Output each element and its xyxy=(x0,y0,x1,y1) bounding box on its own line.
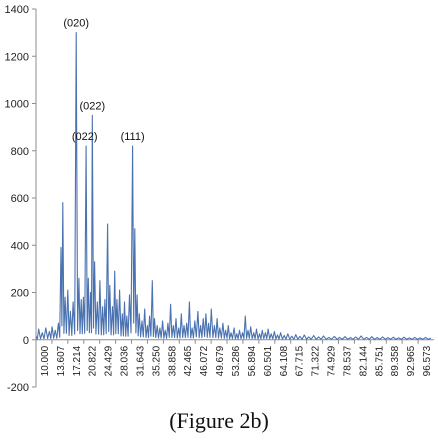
x-tick-label: 42.465 xyxy=(183,345,194,376)
x-tick-label: 85.751 xyxy=(374,345,385,376)
x-tick-label: 49.679 xyxy=(215,345,226,376)
y-tick-label: 600 xyxy=(11,193,29,205)
x-tick-label: 17.214 xyxy=(72,345,83,376)
x-tick-label: 64.108 xyxy=(279,345,290,376)
x-tick-label: 96.573 xyxy=(422,345,433,376)
y-tick-label: 1400 xyxy=(5,4,29,16)
peak-annotation: (020) xyxy=(63,18,89,30)
y-tick-label: 200 xyxy=(11,288,29,300)
xrd-intensity-line xyxy=(35,32,432,340)
y-tick-label: 0 xyxy=(23,335,29,347)
x-tick-label: 31.643 xyxy=(135,345,146,376)
x-axis: 10.000 13.607 17.214 20.822 24.429 28.036 31.6… xyxy=(35,339,434,376)
x-tick-label: 67.715 xyxy=(295,345,306,376)
series-line-group xyxy=(35,32,432,340)
x-tick-label: 60.501 xyxy=(263,345,274,376)
y-axis: -200 0 200 400 600 800 1000 1200 1400 xyxy=(5,4,37,394)
x-tick-label: 10.000 xyxy=(40,345,51,376)
x-tick-label: 78.537 xyxy=(342,345,353,376)
peak-annotation: (111) xyxy=(121,131,145,143)
y-tick-label: -200 xyxy=(7,382,29,394)
x-tick-label: 24.429 xyxy=(104,345,115,376)
x-tick-label: 71.322 xyxy=(311,345,322,376)
y-tick-label: 1200 xyxy=(5,51,29,63)
x-tick-label: 53.286 xyxy=(231,345,242,376)
x-tick-label: 74.929 xyxy=(327,345,338,376)
x-tick-label: 38.858 xyxy=(167,345,178,376)
x-tick-label: 89.358 xyxy=(390,345,401,376)
x-tick-label: 35.250 xyxy=(151,345,162,376)
peak-annotations: (020) (022) (022) (111) xyxy=(63,18,144,143)
x-tick-label: 28.036 xyxy=(120,345,131,376)
figure-caption: (Figure 2b) xyxy=(169,408,269,433)
x-tick-label: 46.072 xyxy=(199,345,210,376)
y-tick-label: 800 xyxy=(11,146,29,158)
y-tick-label: 1000 xyxy=(5,99,29,111)
y-tick-label: 400 xyxy=(11,240,29,252)
peak-annotation: (022) xyxy=(80,100,106,112)
x-tick-label: 92.965 xyxy=(406,345,417,376)
peak-annotation: (022) xyxy=(72,131,98,143)
x-tick-label: 82.144 xyxy=(358,345,369,376)
x-tick-label: 56.894 xyxy=(247,345,258,376)
x-tick-label: 13.607 xyxy=(56,345,67,376)
x-tick-label: 20.822 xyxy=(88,345,99,376)
